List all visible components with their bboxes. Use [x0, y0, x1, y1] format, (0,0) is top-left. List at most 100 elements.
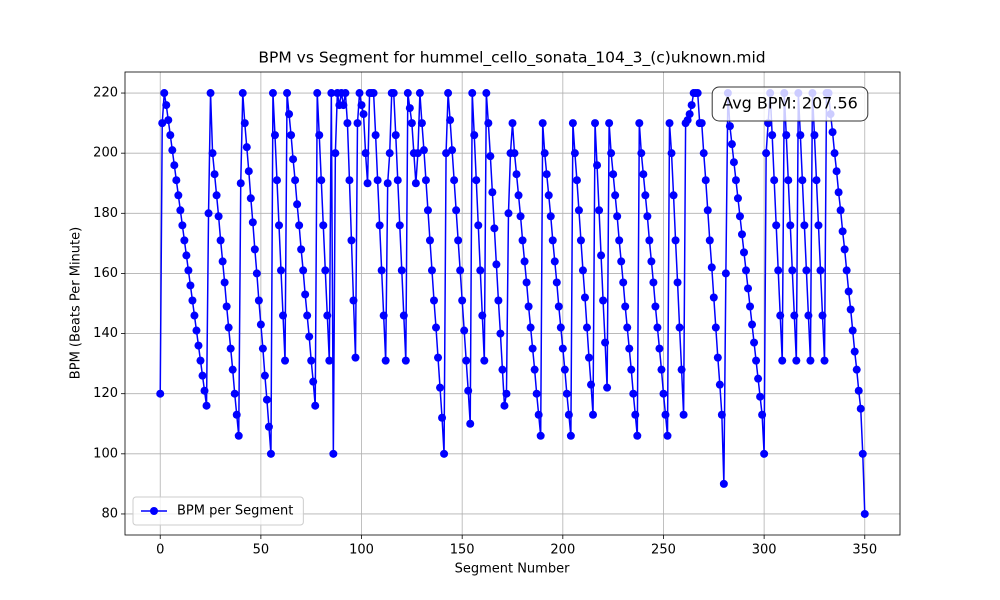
- data-point: [576, 236, 585, 245]
- data-point: [496, 329, 505, 338]
- data-point: [635, 119, 644, 128]
- data-point: [806, 356, 815, 365]
- data-point: [303, 311, 312, 320]
- data-point: [786, 221, 795, 230]
- data-point: [593, 161, 602, 170]
- data-point: [427, 266, 436, 275]
- data-point: [733, 194, 742, 203]
- x-tick-label: 50: [253, 543, 270, 558]
- data-point: [742, 266, 751, 275]
- data-point: [452, 206, 461, 215]
- data-point: [796, 131, 805, 140]
- data-point: [164, 116, 173, 125]
- data-point: [264, 422, 273, 431]
- data-point: [649, 278, 658, 287]
- data-point: [266, 449, 275, 458]
- data-point: [611, 191, 620, 200]
- data-point: [450, 176, 459, 185]
- data-point: [562, 389, 571, 398]
- data-point: [663, 431, 672, 440]
- data-point: [323, 311, 332, 320]
- data-point: [373, 176, 382, 185]
- data-point: [307, 356, 316, 365]
- data-point: [240, 119, 249, 128]
- data-point: [792, 356, 801, 365]
- data-point: [752, 356, 761, 365]
- data-point: [309, 377, 318, 386]
- data-point: [619, 278, 628, 287]
- data-point: [156, 389, 165, 398]
- legend-label: BPM per Segment: [177, 504, 293, 519]
- data-point: [697, 119, 706, 128]
- data-point: [647, 257, 656, 266]
- data-point: [725, 122, 734, 131]
- data-point: [448, 146, 457, 155]
- data-point: [605, 119, 614, 128]
- data-point: [623, 323, 632, 332]
- annotation: Avg BPM: 207.56: [722, 94, 858, 113]
- data-point: [214, 212, 223, 221]
- data-point: [582, 323, 591, 332]
- data-point: [291, 176, 300, 185]
- data-point: [272, 176, 281, 185]
- data-point: [252, 269, 261, 278]
- data-point: [220, 278, 229, 287]
- data-point: [846, 305, 855, 314]
- data-point: [834, 188, 843, 197]
- x-tick-label: 150: [450, 543, 475, 558]
- data-point: [699, 149, 708, 158]
- data-point: [212, 191, 221, 200]
- data-point: [534, 410, 543, 419]
- data-point: [168, 146, 177, 155]
- data-point: [502, 389, 511, 398]
- data-point: [542, 170, 551, 179]
- data-point: [341, 89, 350, 98]
- data-point: [462, 356, 471, 365]
- data-point: [343, 119, 352, 128]
- data-point: [490, 224, 499, 233]
- data-point: [617, 257, 626, 266]
- data-point: [315, 131, 324, 140]
- data-point: [514, 191, 523, 200]
- data-point: [313, 89, 322, 98]
- data-point: [615, 236, 624, 245]
- data-point: [508, 119, 517, 128]
- data-point: [860, 509, 869, 518]
- data-point: [232, 410, 241, 419]
- data-point: [500, 401, 509, 410]
- data-point: [188, 296, 197, 305]
- data-point: [621, 302, 630, 311]
- data-point: [552, 278, 561, 287]
- data-point: [440, 449, 449, 458]
- data-point: [442, 149, 451, 158]
- data-point: [802, 266, 811, 275]
- data-point: [683, 116, 692, 125]
- data-point: [524, 302, 533, 311]
- data-point: [494, 296, 503, 305]
- data-point: [661, 410, 670, 419]
- data-point: [715, 380, 724, 389]
- data-point: [472, 176, 481, 185]
- data-point: [391, 131, 400, 140]
- data-point: [204, 209, 213, 218]
- data-point: [536, 431, 545, 440]
- data-point: [301, 290, 310, 299]
- data-point: [840, 245, 849, 254]
- data-point: [721, 269, 730, 278]
- data-point: [377, 266, 386, 275]
- x-tick-label: 250: [651, 543, 676, 558]
- data-point: [208, 149, 217, 158]
- data-point: [667, 149, 676, 158]
- data-point: [486, 152, 495, 161]
- data-point: [468, 89, 477, 98]
- data-point: [411, 179, 420, 188]
- data-point: [599, 296, 608, 305]
- data-point: [248, 218, 257, 227]
- data-point: [816, 266, 825, 275]
- data-point: [166, 131, 175, 140]
- data-point: [351, 353, 360, 362]
- data-point: [671, 236, 680, 245]
- data-point: [607, 149, 616, 158]
- data-point: [731, 176, 740, 185]
- data-point: [305, 332, 314, 341]
